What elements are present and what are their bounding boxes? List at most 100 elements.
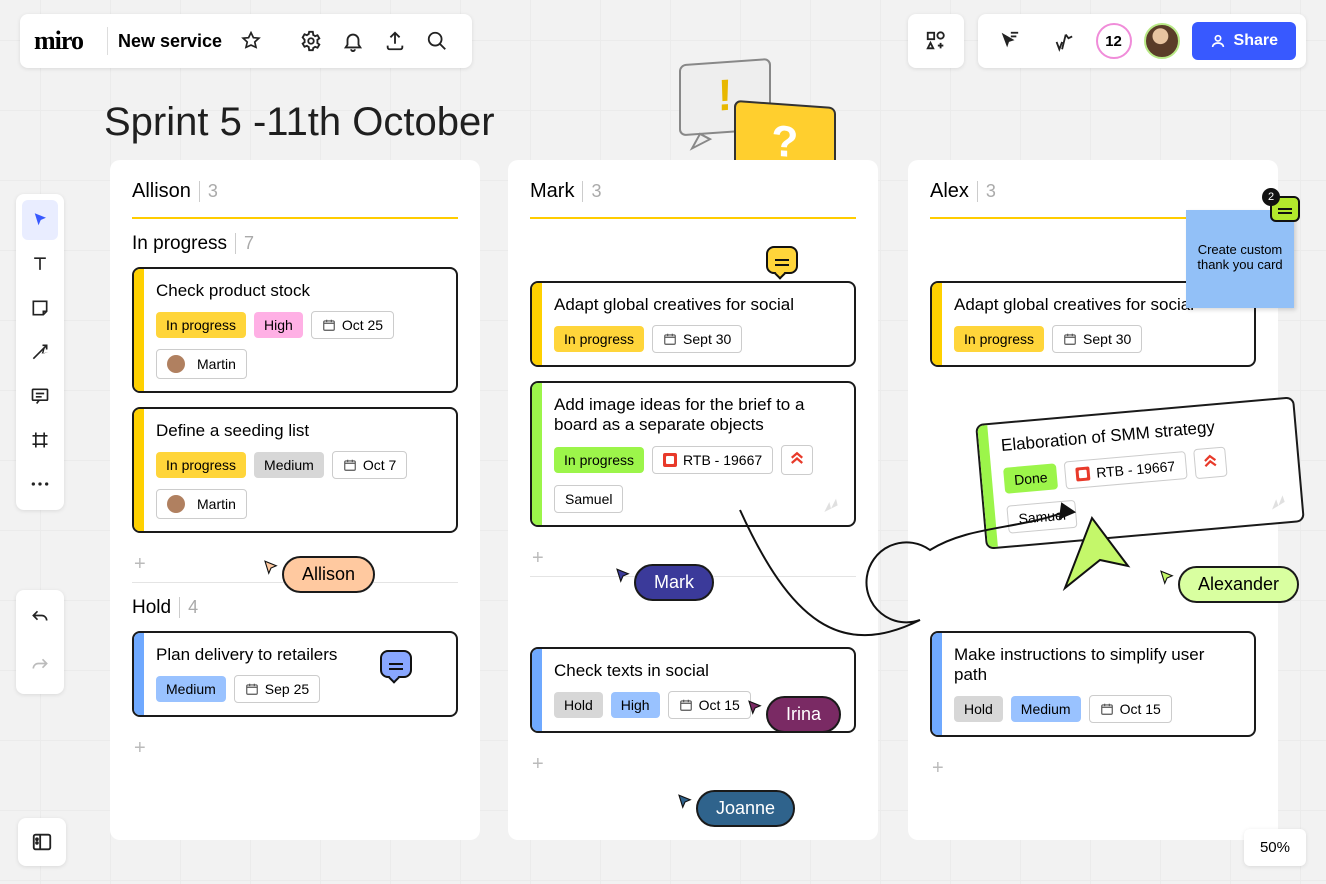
select-tool[interactable] bbox=[22, 200, 58, 240]
cursor-irina: Irina bbox=[746, 696, 841, 733]
left-toolbar bbox=[16, 194, 64, 510]
priority-tag: High bbox=[254, 312, 303, 338]
cursor-allison: Allison bbox=[262, 556, 375, 593]
cursor-joanne: Joanne bbox=[676, 790, 795, 827]
column-name: Allison bbox=[132, 180, 191, 203]
card-stripe bbox=[134, 409, 144, 531]
user-avatar[interactable] bbox=[1144, 23, 1180, 59]
cursor-mode-icon[interactable] bbox=[996, 28, 1022, 54]
date-tag: Oct 25 bbox=[311, 311, 394, 339]
more-tools[interactable] bbox=[22, 464, 58, 504]
column-name: Alex bbox=[930, 180, 969, 203]
date-tag: Sept 30 bbox=[652, 325, 742, 353]
link-icon bbox=[1264, 493, 1292, 515]
priority-icon bbox=[781, 445, 813, 475]
assignee-tag: Martin bbox=[156, 489, 247, 519]
board-name[interactable]: New service bbox=[118, 31, 222, 52]
section-count: 7 bbox=[235, 233, 254, 254]
search-icon[interactable] bbox=[424, 28, 450, 54]
undo-redo-group bbox=[16, 590, 64, 694]
top-toolbar: miro New service bbox=[20, 14, 472, 68]
add-card-button[interactable]: + bbox=[530, 747, 856, 782]
card-title: Define a seeding list bbox=[156, 421, 442, 441]
arrow-tool[interactable] bbox=[22, 332, 58, 372]
status-tag: In progress bbox=[156, 312, 246, 338]
redo-button[interactable] bbox=[22, 646, 58, 686]
date-tag: Sept 30 bbox=[1052, 325, 1142, 353]
section-label: Hold bbox=[132, 597, 171, 619]
hold-tag: Hold bbox=[954, 696, 1003, 722]
priority-tag: Medium bbox=[1011, 696, 1081, 722]
apps-button[interactable] bbox=[908, 14, 964, 68]
date-tag: Oct 7 bbox=[332, 451, 407, 479]
section-count: 4 bbox=[179, 597, 198, 618]
sticky-note[interactable]: 2 Create custom thank you card bbox=[1186, 210, 1294, 308]
panel-toggle-button[interactable] bbox=[18, 818, 66, 866]
column-allison: Allison 3 In progress 7 Check product st… bbox=[110, 160, 480, 840]
card-title: Adapt global creatives for social bbox=[554, 295, 840, 315]
page-title: Sprint 5 -11th October bbox=[104, 100, 495, 145]
connector-arrow bbox=[730, 500, 1090, 670]
add-card-button[interactable]: + bbox=[132, 731, 458, 766]
comment-icon[interactable] bbox=[766, 246, 798, 274]
cursor-mark: Mark bbox=[614, 564, 714, 601]
card-stripe bbox=[532, 649, 542, 731]
column-name: Mark bbox=[530, 180, 574, 203]
export-icon[interactable] bbox=[382, 28, 408, 54]
section-label: In progress bbox=[132, 233, 227, 255]
undo-button[interactable] bbox=[22, 598, 58, 638]
presence-count[interactable]: 12 bbox=[1096, 23, 1132, 59]
drag-cursor-icon bbox=[1050, 510, 1140, 600]
status-tag: Done bbox=[1003, 463, 1059, 494]
share-button[interactable]: Share bbox=[1192, 22, 1296, 60]
priority-tag: Medium bbox=[254, 452, 324, 478]
hold-tag: Hold bbox=[554, 692, 603, 718]
status-tag: In progress bbox=[156, 452, 246, 478]
priority-icon bbox=[1193, 447, 1227, 480]
column-count: 3 bbox=[582, 181, 601, 202]
sticky-tool[interactable] bbox=[22, 288, 58, 328]
card-stripe bbox=[134, 269, 144, 391]
card-stripe bbox=[134, 633, 144, 715]
ref-tag: RTB - 19667 bbox=[652, 446, 773, 474]
card[interactable]: Define a seeding list In progress Medium… bbox=[132, 407, 458, 533]
settings-icon[interactable] bbox=[298, 28, 324, 54]
card[interactable]: Adapt global creatives for social In pro… bbox=[530, 281, 856, 367]
sticky-text: Create custom thank you card bbox=[1194, 242, 1286, 272]
date-tag: Oct 15 bbox=[668, 691, 751, 719]
reactions-icon[interactable] bbox=[1050, 28, 1076, 54]
date-tag: Oct 15 bbox=[1089, 695, 1172, 723]
priority-tag: Medium bbox=[156, 676, 226, 702]
status-tag: In progress bbox=[554, 326, 644, 352]
card-title: Add image ideas for the brief to a board… bbox=[554, 395, 840, 435]
assignee-tag: Samuel bbox=[554, 485, 623, 513]
card-stripe bbox=[932, 283, 942, 365]
status-tag: In progress bbox=[554, 447, 644, 473]
card-stripe bbox=[532, 383, 542, 525]
sticky-comment-badge[interactable]: 2 bbox=[1270, 196, 1300, 222]
zoom-level[interactable]: 50% bbox=[1244, 829, 1306, 866]
priority-tag: High bbox=[611, 692, 660, 718]
card[interactable]: Check product stock In progress High Oct… bbox=[132, 267, 458, 393]
logo[interactable]: miro bbox=[34, 26, 83, 56]
column-count: 3 bbox=[977, 181, 996, 202]
top-right-group: 12 Share bbox=[908, 14, 1306, 68]
card-stripe bbox=[532, 283, 542, 365]
assignee-tag: Martin bbox=[156, 349, 247, 379]
add-card-button[interactable]: + bbox=[930, 751, 1256, 786]
star-icon[interactable] bbox=[238, 28, 264, 54]
share-label: Share bbox=[1234, 32, 1278, 50]
frame-tool[interactable] bbox=[22, 420, 58, 460]
svg-text:!: ! bbox=[718, 71, 733, 121]
status-tag: In progress bbox=[954, 326, 1044, 352]
card-title: Check product stock bbox=[156, 281, 442, 301]
bell-icon[interactable] bbox=[340, 28, 366, 54]
cursor-alexander: Alexander bbox=[1158, 566, 1299, 603]
date-tag: Sep 25 bbox=[234, 675, 320, 703]
ref-tag: RTB - 19667 bbox=[1064, 451, 1187, 489]
comment-tool[interactable] bbox=[22, 376, 58, 416]
column-count: 3 bbox=[199, 181, 218, 202]
separator bbox=[107, 27, 108, 55]
comment-icon[interactable] bbox=[380, 650, 412, 678]
text-tool[interactable] bbox=[22, 244, 58, 284]
